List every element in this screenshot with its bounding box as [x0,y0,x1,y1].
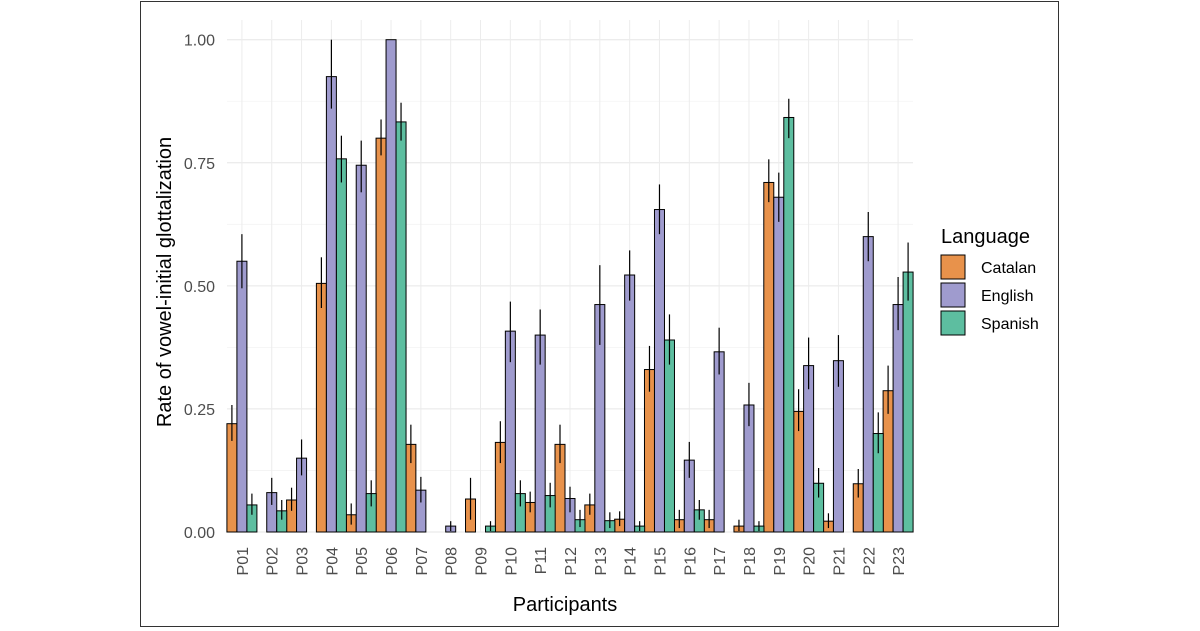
bar-english-p15 [653,209,665,533]
x-tick-label: P02 [265,547,282,576]
bar-english-p23 [892,304,904,533]
y-tick-labels: 0.00 0.25 0.50 0.75 1.00 [184,33,215,542]
x-tick-label: P15 [652,547,669,576]
x-tick-label: P07 [414,547,431,576]
x-tick-label: P19 [772,547,789,576]
x-axis-label: Participants [513,594,618,616]
bar-english-p22 [862,236,874,533]
legend: Language Catalan English Spanish [940,226,1039,336]
bar-catalan-p04 [315,282,327,533]
bar-catalan-p15 [643,369,655,533]
y-tick-label: 0.25 [184,402,215,419]
bar-english-p17 [713,351,725,533]
x-tick-label: P21 [831,547,848,576]
chart-frame [140,1,1059,627]
x-tick-label: P09 [474,547,491,576]
x-tick-label: P03 [295,547,312,576]
x-tick-label: P05 [354,547,371,576]
x-tick-label: P17 [712,547,729,576]
bar-spanish-p06 [395,121,407,533]
bar-english-p06 [385,39,397,533]
bar-english-p04 [325,76,337,533]
legend-label-english: English [981,288,1033,305]
bar-english-p19 [773,196,785,533]
bar-spanish-p15 [663,339,675,533]
x-tick-label: P13 [593,547,610,576]
x-tick-label: P14 [623,547,640,576]
bar-spanish-p23 [902,271,914,533]
y-tick-label: 0.75 [184,156,215,173]
legend-title: Language [941,226,1030,248]
legend-label-spanish: Spanish [981,316,1039,333]
bar-spanish-p19 [783,116,795,533]
bar-spanish-p04 [335,158,347,533]
x-tick-label: P22 [861,547,878,576]
legend-key-english [940,282,966,308]
y-tick-label: 0.00 [184,525,215,542]
bar-english-p01 [236,260,248,533]
x-tick-labels: P01 P02 P03 P04 P05 P06 P07 P08 P09 P10 P11 P12 P13 P… [235,547,908,576]
bar-catalan-p19 [763,181,775,533]
x-tick-label: P06 [384,547,401,576]
legend-label-catalan: Catalan [981,260,1036,277]
bar-english-p05 [355,164,367,533]
x-tick-label: P10 [503,547,520,576]
bar-catalan-p06 [375,137,387,533]
x-tick-label: P04 [324,547,341,576]
error-bars [231,39,909,532]
x-tick-label: P08 [444,547,461,576]
legend-key-spanish [940,310,966,336]
x-tick-label: P01 [235,547,252,576]
bar-english-p14 [624,274,636,533]
x-tick-label: P18 [742,547,759,576]
x-tick-label: P12 [563,547,580,576]
legend-key-catalan [940,254,966,280]
x-tick-label: P23 [891,547,908,576]
bar-english-p20 [803,365,815,533]
x-tick-label: P20 [802,547,819,576]
x-tick-label: P16 [682,547,699,576]
y-tick-label: 1.00 [184,33,215,50]
y-axis-label: Rate of vowel-initial glottalization [154,137,176,427]
y-tick-label: 0.50 [184,279,215,296]
x-tick-label: P11 [533,547,550,574]
